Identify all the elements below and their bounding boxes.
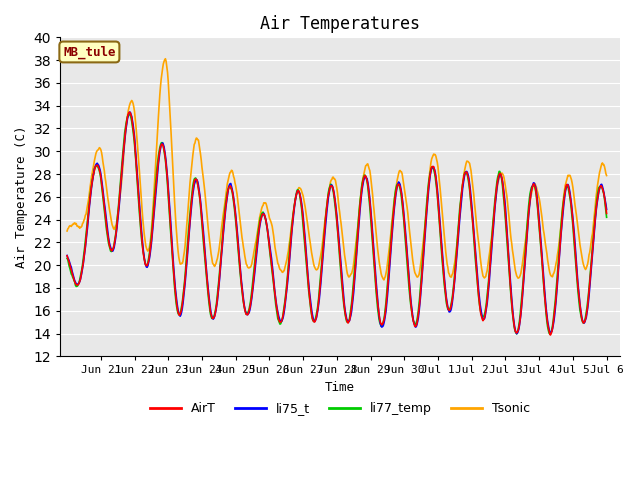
Y-axis label: Air Temperature (C): Air Temperature (C) bbox=[15, 126, 28, 268]
X-axis label: Time: Time bbox=[325, 381, 355, 394]
Title: Air Temperatures: Air Temperatures bbox=[260, 15, 420, 33]
Legend: AirT, li75_t, li77_temp, Tsonic: AirT, li75_t, li77_temp, Tsonic bbox=[145, 397, 535, 420]
Text: MB_tule: MB_tule bbox=[63, 45, 116, 59]
